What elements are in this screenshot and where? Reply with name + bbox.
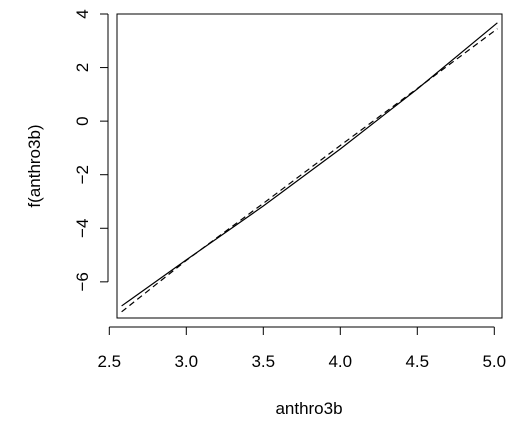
- plot-frame: [116, 13, 503, 319]
- y-axis-title: f(anthro3b): [25, 124, 44, 207]
- x-tick-label: 3.0: [174, 352, 198, 371]
- x-tick-label: 5.0: [482, 352, 506, 371]
- x-tick-label: 3.5: [251, 352, 275, 371]
- series-line-solid: [121, 22, 498, 307]
- series-line-dashed: [121, 28, 498, 313]
- y-tick-label: 0: [73, 116, 92, 125]
- y-tick-label: 4: [73, 9, 92, 18]
- x-tick-label: 4.0: [328, 352, 352, 371]
- x-axis: 2.5 3.0 3.5 4.0 4.5 5.0: [97, 326, 506, 371]
- series-layer: [121, 22, 498, 313]
- x-tick-label: 2.5: [97, 352, 121, 371]
- y-axis: −6 −4 −2 0 2 4: [73, 9, 109, 292]
- y-tick-label: −4: [73, 219, 92, 238]
- y-tick-label: 2: [73, 63, 92, 72]
- x-tick-label: 4.5: [405, 352, 429, 371]
- y-tick-label: −2: [73, 165, 92, 184]
- x-axis-title: anthro3b: [275, 399, 342, 418]
- y-tick-label: −6: [73, 272, 92, 291]
